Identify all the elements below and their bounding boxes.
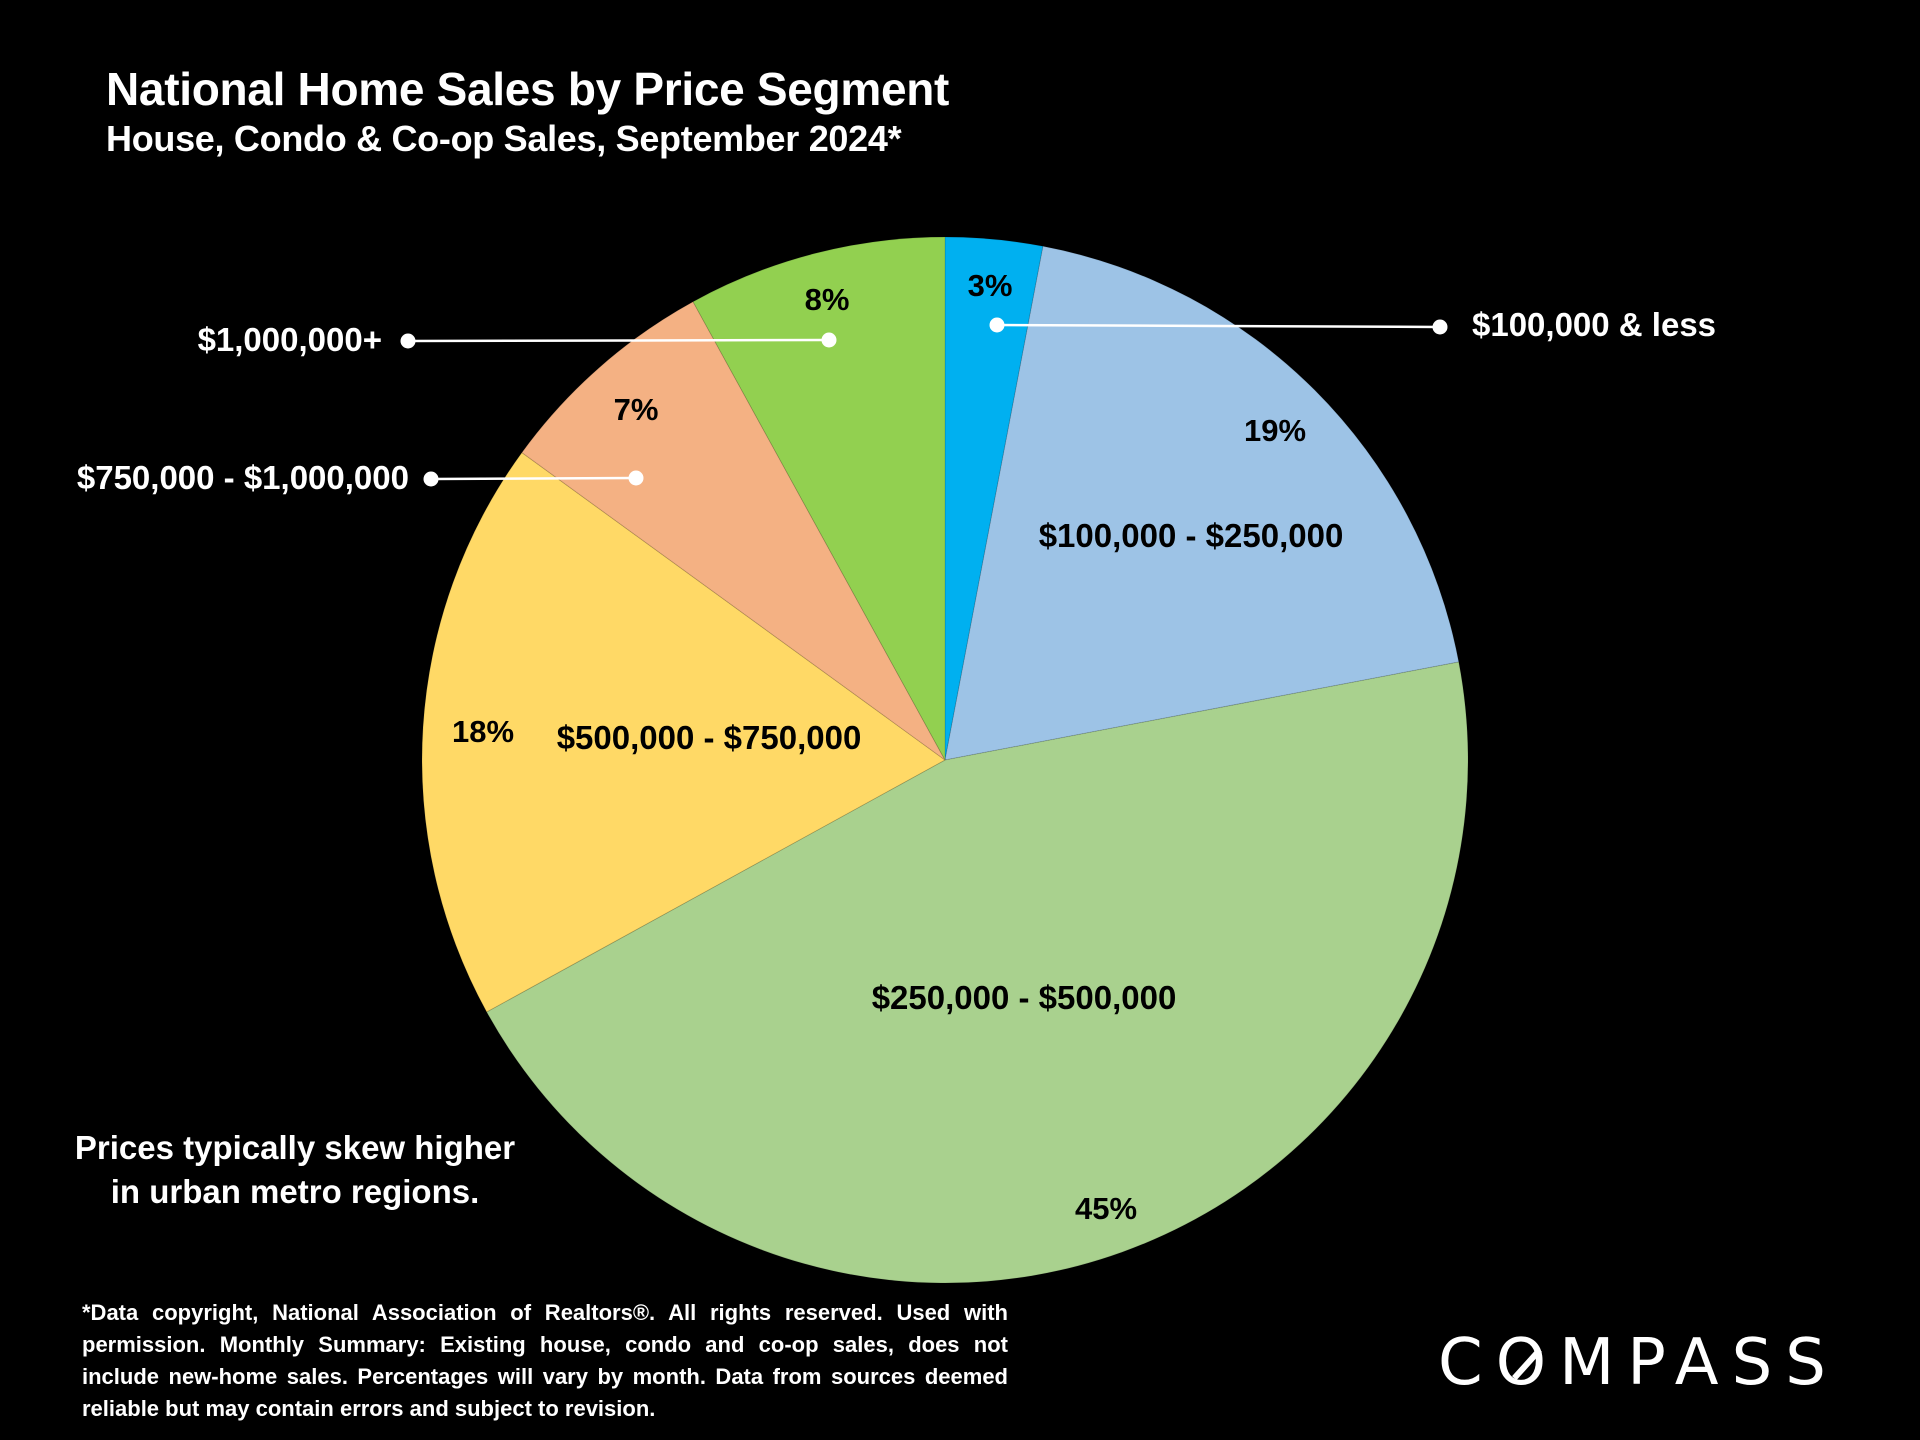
callout-line-100k-less bbox=[996, 323, 1441, 329]
pie-slice-0 bbox=[944, 236, 1044, 761]
pct-label-1m-plus: 8% bbox=[805, 282, 850, 317]
compass-logo: COMPASS bbox=[1438, 1326, 1839, 1400]
callout-line-1m-plus bbox=[407, 338, 830, 343]
chart-title: National Home Sales by Price Segment bbox=[106, 63, 950, 115]
pct-label-100k-less: 3% bbox=[968, 268, 1013, 303]
pie-slice-2 bbox=[486, 661, 1469, 1284]
pct-label-750k-1m: 7% bbox=[614, 392, 659, 427]
logo-letter-o: O bbox=[1495, 1326, 1560, 1400]
data-source-footnote: *Data copyright, National Association of… bbox=[82, 1300, 1008, 1421]
callout-dot-1m-plus-inner bbox=[821, 332, 837, 348]
callout-dot-100k-less-inner bbox=[989, 317, 1005, 333]
cat-label-1m-plus: $1,000,000+ bbox=[198, 321, 382, 358]
pct-label-500k-750k: 18% bbox=[452, 714, 514, 749]
cat-label-100k-less: $100,000 & less bbox=[1472, 306, 1716, 343]
pct-label-100k-250k: 19% bbox=[1244, 413, 1306, 448]
pie-slice-5 bbox=[692, 236, 946, 761]
pie-slice-3 bbox=[421, 451, 946, 1013]
callout-dot-100k-less-outer bbox=[1432, 319, 1448, 335]
skew-note-line-1: Prices typically skew higher bbox=[74, 1129, 516, 1166]
callout-dot-750k-1m-outer bbox=[423, 471, 439, 487]
callout-dot-1m-plus-outer bbox=[400, 333, 416, 349]
callout-dot-750k-1m-inner bbox=[628, 470, 644, 486]
logo-text-start: C bbox=[1438, 1326, 1496, 1400]
pie-slice-4 bbox=[521, 301, 946, 761]
skew-note: Prices typically skew higher in urban me… bbox=[60, 1126, 530, 1214]
pie-slice-1 bbox=[944, 245, 1460, 761]
skew-note-line-2: in urban metro regions. bbox=[110, 1173, 480, 1210]
callout-line-750k-1m bbox=[430, 476, 637, 481]
cat-label-750k-1m: $750,000 - $1,000,000 bbox=[77, 459, 409, 496]
logo-text-end: MPASS bbox=[1559, 1326, 1839, 1400]
pct-label-250k-500k: 45% bbox=[1075, 1191, 1137, 1226]
cat-label-100k-250k: $100,000 - $250,000 bbox=[1039, 517, 1344, 554]
cat-label-250k-500k: $250,000 - $500,000 bbox=[872, 979, 1177, 1016]
cat-label-500k-750k: $500,000 - $750,000 bbox=[557, 719, 862, 756]
chart-subtitle: House, Condo & Co-op Sales, September 20… bbox=[106, 118, 902, 159]
